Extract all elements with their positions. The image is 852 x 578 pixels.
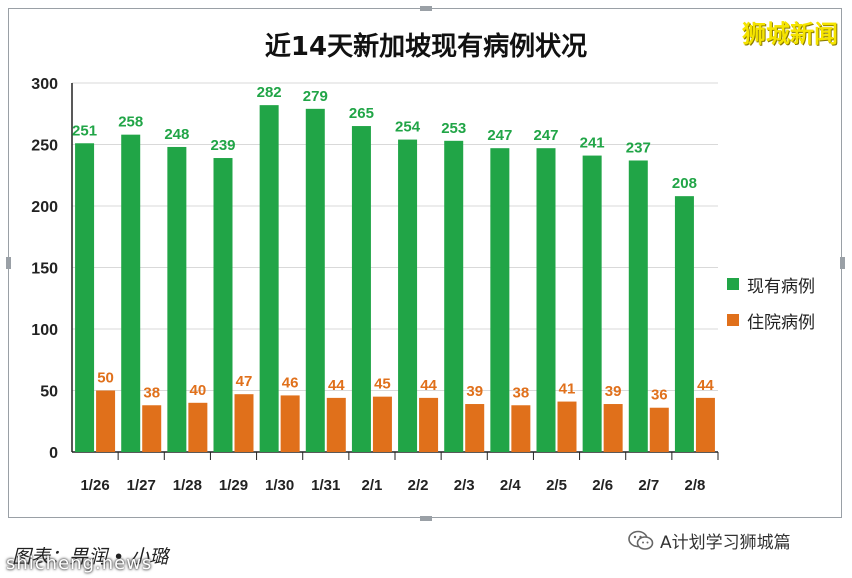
bar-hospitalized xyxy=(372,396,392,452)
resize-handle-left[interactable] xyxy=(6,257,11,269)
x-tick-label: 2/4 xyxy=(500,477,522,494)
data-label-current-cases: 265 xyxy=(349,105,374,122)
bar-current-cases xyxy=(490,148,510,452)
data-label-hospitalized: 46 xyxy=(282,374,299,391)
bar-current-cases xyxy=(582,155,602,452)
bar-current-cases xyxy=(305,108,325,452)
x-tick-label: 1/30 xyxy=(265,477,294,494)
bar-hospitalized xyxy=(280,395,300,452)
data-label-hospitalized: 44 xyxy=(328,377,345,394)
data-label-hospitalized: 45 xyxy=(374,376,391,393)
data-label-current-cases: 282 xyxy=(257,84,282,101)
bar-hospitalized xyxy=(419,397,439,452)
bar-current-cases xyxy=(351,126,371,453)
x-tick-label: 1/27 xyxy=(127,477,156,494)
bar-current-cases xyxy=(398,139,418,452)
x-tick-label: 2/3 xyxy=(454,477,475,494)
data-label-current-cases: 241 xyxy=(580,135,605,152)
data-label-current-cases: 254 xyxy=(395,119,421,136)
bar-current-cases xyxy=(121,134,141,452)
bar-hospitalized xyxy=(695,397,715,452)
data-label-hospitalized: 44 xyxy=(420,377,437,394)
data-label-current-cases: 208 xyxy=(672,175,697,192)
bar-hospitalized xyxy=(649,407,669,452)
x-tick-label: 1/26 xyxy=(80,477,109,494)
bar-hospitalized xyxy=(188,402,208,452)
chart-title: 近14天新加坡现有病例状况 xyxy=(264,32,588,62)
wechat-icon xyxy=(628,530,654,550)
resize-handle-bottom[interactable] xyxy=(420,516,432,521)
x-tick-label: 2/5 xyxy=(546,477,567,494)
data-label-hospitalized: 38 xyxy=(143,384,160,401)
bar-current-cases xyxy=(259,105,279,452)
wechat-account-name: A计划学习狮城篇 xyxy=(660,533,791,553)
data-label-current-cases: 247 xyxy=(487,127,512,144)
data-label-current-cases: 239 xyxy=(210,137,235,154)
x-tick-label: 2/8 xyxy=(684,477,705,494)
y-tick-label: 0 xyxy=(49,445,58,462)
bar-hospitalized xyxy=(96,390,116,452)
x-tick-label: 1/29 xyxy=(219,477,248,494)
data-label-current-cases: 251 xyxy=(72,122,97,139)
legend-item-hospitalized: 住院病例 xyxy=(727,302,815,338)
x-tick-label: 2/1 xyxy=(361,477,382,494)
legend-label-current: 现有病例 xyxy=(747,276,815,297)
bar-hospitalized xyxy=(465,404,485,452)
bar-hospitalized xyxy=(326,397,346,452)
x-tick-label: 1/28 xyxy=(173,477,202,494)
x-tick-label: 2/6 xyxy=(592,477,613,494)
data-label-hospitalized: 39 xyxy=(605,383,622,400)
data-label-hospitalized: 40 xyxy=(190,382,207,399)
legend-swatch-hospitalized xyxy=(727,314,739,326)
data-label-hospitalized: 50 xyxy=(97,370,114,387)
bar-hospitalized xyxy=(603,404,623,452)
bar-hospitalized xyxy=(234,394,254,452)
bar-current-cases xyxy=(75,143,95,452)
bar-hospitalized xyxy=(557,401,577,452)
bar-current-cases xyxy=(444,140,464,452)
data-label-hospitalized: 47 xyxy=(236,373,253,390)
x-tick-label: 1/31 xyxy=(311,477,340,494)
y-tick-label: 50 xyxy=(40,384,58,401)
y-tick-label: 100 xyxy=(31,322,58,339)
legend-label-hospitalized: 住院病例 xyxy=(747,312,815,333)
source-watermark: shicheng.news xyxy=(6,553,153,574)
y-tick-label: 200 xyxy=(31,199,58,216)
bar-current-cases xyxy=(213,158,233,452)
x-tick-label: 2/7 xyxy=(638,477,659,494)
x-tick-label: 2/2 xyxy=(408,477,429,494)
data-label-current-cases: 237 xyxy=(626,139,651,156)
bar-current-cases xyxy=(674,196,694,452)
bar-current-cases xyxy=(536,148,556,452)
watermark-logo: 狮城新闻 xyxy=(742,20,838,48)
legend-item-current: 现有病例 xyxy=(727,266,815,302)
bar-hospitalized xyxy=(511,405,531,452)
bar-current-cases xyxy=(628,160,648,453)
y-tick-label: 300 xyxy=(31,76,58,93)
wechat-account: A计划学习狮城篇 xyxy=(628,528,791,553)
data-label-current-cases: 248 xyxy=(164,126,189,143)
data-label-hospitalized: 38 xyxy=(513,384,530,401)
data-label-current-cases: 279 xyxy=(303,88,328,105)
y-tick-label: 150 xyxy=(31,261,58,278)
bar-current-cases xyxy=(167,146,187,452)
data-label-current-cases: 258 xyxy=(118,114,143,131)
data-label-hospitalized: 36 xyxy=(651,387,668,404)
data-label-current-cases: 247 xyxy=(533,127,558,144)
y-tick-label: 250 xyxy=(31,138,58,155)
legend: 现有病例 住院病例 xyxy=(727,266,815,338)
bar-hospitalized xyxy=(142,405,162,452)
data-label-hospitalized: 39 xyxy=(466,383,483,400)
resize-handle-top[interactable] xyxy=(420,6,432,11)
data-label-hospitalized: 44 xyxy=(697,377,714,394)
resize-handle-right[interactable] xyxy=(840,257,845,269)
data-label-current-cases: 253 xyxy=(441,120,466,137)
data-label-hospitalized: 41 xyxy=(559,381,576,398)
chart-credit: 图表：畀润 • 小璐 xyxy=(12,546,169,568)
legend-swatch-current xyxy=(727,278,739,290)
